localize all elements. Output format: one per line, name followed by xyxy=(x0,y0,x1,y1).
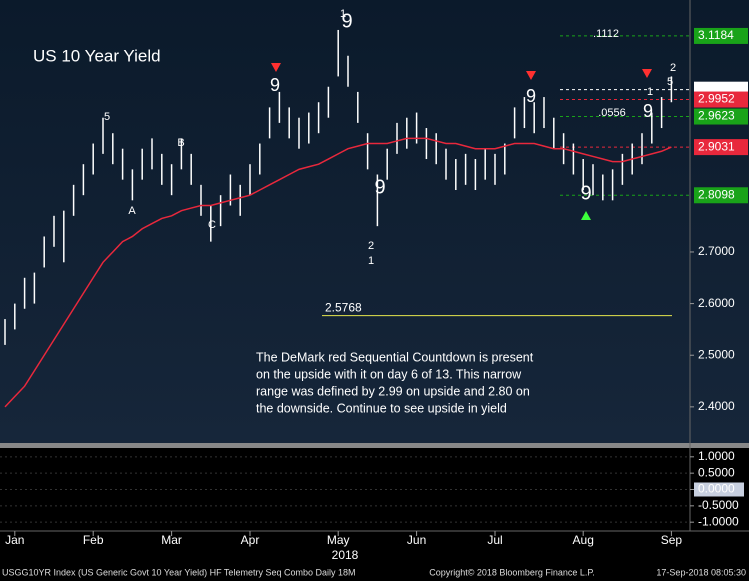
level-box xyxy=(694,108,748,125)
annotation: 9 xyxy=(526,86,536,106)
x-tick-label: Sep xyxy=(661,533,683,547)
indicator-tick-label: -1.0000 xyxy=(698,514,739,528)
level-box xyxy=(694,27,748,44)
level-label: 3.1184 xyxy=(698,28,734,42)
annotation: 9 xyxy=(374,176,385,198)
level-box xyxy=(694,187,748,204)
annotation: 1 xyxy=(340,8,346,20)
commentary-line: The DeMark red Sequential Countdown is p… xyxy=(256,350,534,364)
annotation: .1112 xyxy=(593,28,619,40)
annotation: 2 xyxy=(368,240,374,252)
footer-right: 17-Sep-2018 08:05:30 xyxy=(656,567,746,577)
x-tick-label: Jun xyxy=(407,533,426,547)
level-box xyxy=(694,91,748,108)
footer-center: Copyright© 2018 Bloomberg Finance L.P. xyxy=(429,567,595,577)
annotation: B xyxy=(177,137,184,149)
indicator-box xyxy=(694,482,744,497)
y-tick-label: 2.7000 xyxy=(698,244,735,258)
annotation: .0556 xyxy=(598,107,626,119)
down-arrow xyxy=(642,69,652,78)
annotation: A xyxy=(128,205,136,217)
indicator-tick-label: 0.0000 xyxy=(698,482,735,496)
level-label: 2.9952 xyxy=(698,92,735,106)
arrows xyxy=(271,63,652,220)
up-arrow xyxy=(581,211,591,220)
x-tick-label: Apr xyxy=(241,533,260,547)
level-label: 2.9623 xyxy=(698,109,735,123)
y-tick-label: 2.4000 xyxy=(698,399,735,413)
panel-divider xyxy=(0,443,749,448)
level-label: 2.9031 xyxy=(698,139,735,153)
level-label: 2.8098 xyxy=(698,187,735,201)
down-arrow xyxy=(526,71,536,80)
indicator-tick-label: -0.5000 xyxy=(698,498,739,512)
level-box xyxy=(694,139,748,156)
x-tick-label: Aug xyxy=(573,533,594,547)
down-arrow xyxy=(271,63,281,72)
annotation: 9 xyxy=(341,10,352,32)
annotation: 9 xyxy=(643,101,653,121)
x-tick-label: May xyxy=(327,533,350,547)
moving-average xyxy=(4,137,672,408)
commentary-line: the downside. Continue to see upside in … xyxy=(256,401,507,415)
support-label: 2.5768 xyxy=(325,301,362,315)
y-tick-label: 2.6000 xyxy=(698,296,735,310)
commentary-line: on the upside with it on day 6 of 13. Th… xyxy=(256,367,522,381)
indicator-tick-label: 0.5000 xyxy=(698,465,735,479)
price-bars xyxy=(4,29,673,345)
annotation: 5 xyxy=(104,111,110,123)
annotation: 1 xyxy=(368,255,374,267)
chart-title: US 10 Year Yield xyxy=(33,46,161,65)
annotation: C xyxy=(208,219,216,231)
y-tick-label: 2.5000 xyxy=(698,347,735,361)
annotation: 9 xyxy=(270,75,280,95)
x-tick-label: Jul xyxy=(487,533,502,547)
x-axis-label: 2018 xyxy=(332,548,359,562)
x-tick-label: Feb xyxy=(83,533,104,547)
x-tick-label: Mar xyxy=(161,533,182,547)
commentary-line: range was defined by 2.99 on upside and … xyxy=(256,384,530,398)
annotation: 5 xyxy=(667,76,673,88)
annotation: 9 xyxy=(580,182,591,204)
footer-left: USGG10YR Index (US Generic Govt 10 Year … xyxy=(2,567,356,577)
x-tick-label: Jan xyxy=(5,533,24,547)
main-panel xyxy=(0,0,749,443)
annotation: 2 xyxy=(670,62,676,74)
annotation: 1 xyxy=(647,86,653,98)
indicator-tick-label: 1.0000 xyxy=(698,449,735,463)
